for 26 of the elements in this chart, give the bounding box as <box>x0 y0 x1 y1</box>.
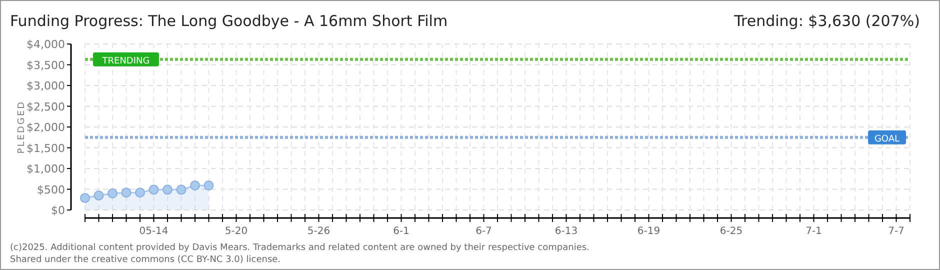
y-tick-label: $2,500 <box>26 100 65 114</box>
x-tick-label: 6-19 <box>637 226 660 237</box>
y-tick-label: $2,000 <box>26 121 65 134</box>
x-tick-label: 6-25 <box>720 226 743 237</box>
y-tick-label: $3,500 <box>26 58 65 72</box>
y-tick-label: $1,000 <box>26 162 65 176</box>
chart-subtitle: Trending: $3,630 (207%) <box>733 12 920 30</box>
x-tick-label: 6-13 <box>554 226 578 237</box>
x-tick-label: 05-14 <box>139 226 168 237</box>
y-tick-label: $0 <box>51 204 65 217</box>
text: (c)2025. Additional content provided by Davis Mears. Trademarks and related content are owned by their respective companies. <box>10 243 590 253</box>
ref-line-label: GOAL <box>874 134 900 144</box>
chart-title: Funding Progress: The Long Goodbye - A 16mm Short Film <box>10 12 448 30</box>
x-tick-label: 5-26 <box>307 226 330 237</box>
x-tick-label: 5-20 <box>224 226 248 237</box>
text: Shared under the creative commons (CC BY-NC 3.0) license. <box>10 255 281 265</box>
y-tick-label: $1,500 <box>26 142 65 155</box>
y-axis-title: PLEDGED <box>17 100 27 154</box>
x-tick-label: 7-7 <box>888 226 904 237</box>
y-tick-label: $3,000 <box>26 80 65 92</box>
x-tick-label: 7-1 <box>806 226 822 237</box>
y-tick-label: $500 <box>37 183 65 196</box>
x-tick-label: 6-1 <box>393 226 410 237</box>
ref-line-label: TRENDING <box>101 56 150 66</box>
x-tick-label: 6-7 <box>476 226 492 237</box>
y-tick-label: $4,000 <box>26 38 65 51</box>
